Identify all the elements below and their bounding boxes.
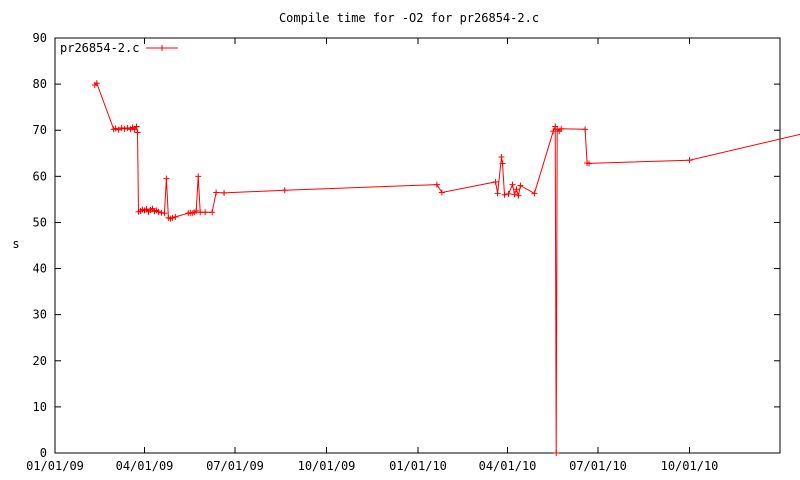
data-point: [553, 450, 560, 456]
data-point: [209, 209, 216, 216]
data-point: [202, 209, 209, 216]
data-point: [517, 182, 524, 189]
legend-label: pr26854-2.c: [60, 41, 139, 55]
plot-area-frame: [54, 37, 781, 454]
data-point: [134, 129, 141, 136]
x-tick-label: 07/01/10: [569, 459, 627, 473]
y-tick-label: 10: [33, 400, 47, 414]
x-tick-label: 04/01/10: [479, 459, 537, 473]
data-point: [494, 190, 501, 197]
y-axis: 0 10 20 30 40 50 60 70 80 90: [33, 31, 780, 460]
y-tick-label: 70: [33, 123, 47, 137]
data-point: [172, 213, 179, 220]
data-point: [501, 191, 508, 198]
series-layer: [91, 80, 800, 456]
data-point: [133, 123, 140, 130]
data-point: [118, 124, 125, 131]
x-tick-label: 10/01/09: [298, 459, 356, 473]
y-tick-label: 40: [33, 262, 47, 276]
data-point: [161, 210, 168, 217]
data-point: [509, 181, 516, 188]
data-point: [213, 189, 220, 196]
x-tick-label: 01/01/09: [26, 459, 84, 473]
x-tick-label: 10/01/10: [661, 459, 719, 473]
data-point: [281, 187, 288, 194]
data-point: [558, 125, 565, 132]
data-point: [93, 80, 100, 87]
x-tick-label: 04/01/09: [116, 459, 174, 473]
data-point: [511, 191, 518, 198]
y-tick-label: 90: [33, 31, 47, 45]
data-point: [169, 214, 176, 221]
data-point: [193, 207, 200, 214]
y-tick-label: 80: [33, 77, 47, 91]
y-tick-label: 20: [33, 354, 47, 368]
data-point: [163, 175, 170, 182]
data-point: [498, 153, 505, 160]
y-axis-label: s: [12, 237, 19, 251]
data-point: [195, 173, 202, 180]
data-point: [582, 126, 589, 133]
data-point: [438, 189, 445, 196]
y-tick-label: 50: [33, 215, 47, 229]
data-point: [499, 160, 506, 167]
data-point: [155, 208, 162, 215]
y-tick-label: 30: [33, 308, 47, 322]
legend: pr26854-2.c: [60, 41, 178, 55]
y-tick-label: 0: [40, 446, 47, 460]
chart-title: Compile time for -O2 for pr26854-2.c: [279, 11, 539, 25]
data-point: [121, 125, 128, 132]
data-point: [112, 125, 119, 132]
data-point: [221, 189, 228, 196]
data-point: [433, 181, 440, 188]
x-tick-label: 01/01/10: [389, 459, 447, 473]
series-line: [94, 82, 800, 454]
data-point: [513, 186, 520, 193]
data-point: [531, 190, 538, 197]
data-point: [586, 160, 593, 167]
data-point: [550, 128, 557, 135]
x-axis: 01/01/09 04/01/09 07/01/09 10/01/09 01/01/10…: [26, 38, 718, 473]
x-tick-label: 07/01/09: [206, 459, 264, 473]
data-point: [686, 157, 693, 164]
data-point: [505, 190, 512, 197]
data-point: [492, 178, 499, 185]
data-point: [515, 192, 522, 199]
y-tick-label: 60: [33, 169, 47, 183]
